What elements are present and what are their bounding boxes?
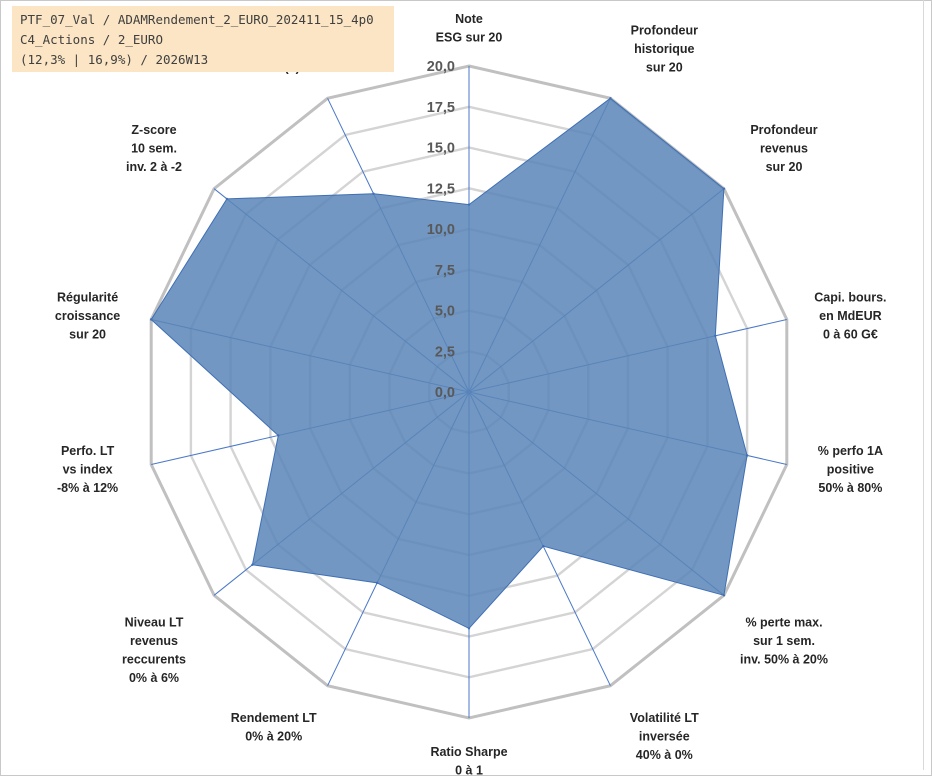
portfolio-name: PTF_07_Val / ADAMRendement_2_EURO_202411…: [20, 12, 374, 27]
axis-label-3-line-2: revenus: [760, 142, 808, 156]
data-point-4: [714, 334, 717, 337]
axis-label-7-line-3: 40% à 0%: [636, 748, 693, 762]
axis-label-8-line-2: 0 à 1: [455, 764, 483, 776]
data-point-13: [225, 197, 229, 201]
axis-label-12-line-3: sur 20: [69, 328, 106, 342]
portfolio-info-box: PTF_07_Val / ADAMRendement_2_EURO_202411…: [12, 6, 394, 72]
axis-label-7-line-2: inversée: [639, 729, 690, 743]
portfolio-stats: (12,3% | 16,9%) / 2026W13: [20, 52, 209, 67]
axis-label-4-line-3: 0 à 60 G€: [823, 328, 878, 342]
axis-label-9-line-2: 0% à 20%: [245, 729, 302, 743]
data-point-1: [467, 203, 471, 206]
axis-label-1-line-2: ESG sur 20: [436, 31, 503, 45]
radar-series: [150, 97, 749, 630]
data-point-8: [467, 627, 471, 630]
axis-label-11-line-2: vs index: [63, 462, 113, 476]
axis-label-4-line-2: en MdEUR: [819, 309, 882, 323]
axis-label-5-line-2: positive: [827, 462, 874, 476]
axis-label-3-line-1: Profondeur: [750, 123, 817, 137]
tick-label-5: 12,5: [427, 181, 455, 197]
data-point-14: [372, 192, 375, 195]
tick-label-1: 2,5: [435, 344, 455, 360]
axis-label-5-line-3: 50% à 80%: [818, 481, 882, 495]
axis-label-5-line-1: % perfo 1A: [818, 444, 883, 458]
axis-label-12-line-1: Régularité: [57, 291, 118, 305]
axis-label-9-line-1: Rendement LT: [231, 711, 317, 725]
axis-label-10-line-2: revenus: [130, 634, 178, 648]
data-point-6: [722, 594, 726, 597]
axis-label-1-line-1: Note: [455, 12, 483, 26]
axis-label-10-line-3: reccurents: [122, 653, 186, 667]
series-area: [150, 97, 748, 630]
axis-label-4-line-1: Capi. bours.: [814, 291, 886, 305]
axis-label-2-line-3: sur 20: [646, 61, 683, 75]
axis-label-11-line-3: -8% à 12%: [57, 481, 118, 495]
data-point-2: [609, 97, 612, 100]
tick-label-8: 20,0: [427, 59, 455, 75]
data-point-11: [277, 434, 280, 437]
axis-label-6-line-1: % perte max.: [745, 616, 822, 630]
axis-label-6-line-2: sur 1 sem.: [753, 634, 815, 648]
tick-label-4: 10,0: [427, 222, 455, 238]
data-point-9: [375, 581, 379, 585]
radar-ticks: 0,0 2,5 5,0 7,5 10,0 12,5 15,0 17,5 20,0: [427, 59, 455, 401]
axis-label-13-line-3: inv. 2 à -2: [126, 160, 182, 174]
frame-edge: [923, 0, 930, 770]
axis-label-6-line-3: inv. 50% à 20%: [740, 653, 828, 667]
tick-label-2: 5,0: [435, 304, 455, 320]
axis-label-2-line-1: Profondeur: [631, 24, 698, 38]
tick-label-6: 15,0: [427, 141, 455, 157]
data-point-5: [745, 454, 749, 457]
axis-label-12-line-2: croissance: [55, 309, 120, 323]
axis-label-13-line-2: 10 sem.: [131, 142, 177, 156]
axis-label-2-line-2: historique: [634, 42, 694, 56]
tick-label-7: 17,5: [427, 100, 455, 116]
tick-label-0: 0,0: [435, 385, 455, 401]
axis-label-7-line-1: Volatilité LT: [630, 711, 699, 725]
axis-label-10-line-4: 0% à 6%: [129, 671, 179, 685]
axis-label-10-line-1: Niveau LT: [125, 616, 184, 630]
radar-axis-labels: Note ESG sur 20 Profondeur historique sur 20…: [55, 12, 887, 776]
data-point-10: [251, 563, 254, 566]
axis-label-8-line-1: Ratio Sharpe: [430, 745, 507, 759]
axis-label-11-line-1: Perfo. LT: [61, 444, 115, 458]
data-point-3: [722, 187, 726, 190]
portfolio-category: C4_Actions / 2_EURO: [20, 32, 163, 47]
data-point-7: [542, 545, 545, 548]
data-point-12: [150, 318, 153, 321]
tick-label-3: 7,5: [435, 263, 455, 279]
axis-label-13-line-1: Z-score: [131, 123, 176, 137]
axis-label-3-line-3: sur 20: [766, 160, 803, 174]
